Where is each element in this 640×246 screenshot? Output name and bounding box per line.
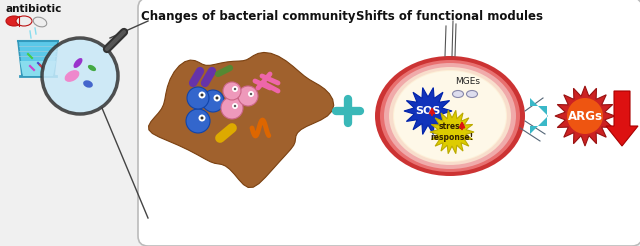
Text: antibiotic: antibiotic (6, 4, 62, 14)
Text: SOS: SOS (415, 106, 441, 116)
Circle shape (250, 93, 252, 95)
Polygon shape (430, 110, 474, 154)
FancyBboxPatch shape (138, 0, 640, 246)
Circle shape (238, 86, 258, 106)
Ellipse shape (394, 71, 506, 161)
Circle shape (200, 117, 204, 120)
Text: ARGs: ARGs (568, 109, 602, 123)
Circle shape (187, 87, 209, 109)
Circle shape (234, 105, 236, 107)
Ellipse shape (74, 58, 83, 68)
Ellipse shape (33, 17, 47, 27)
Polygon shape (530, 98, 548, 134)
Ellipse shape (65, 70, 79, 82)
Ellipse shape (384, 63, 516, 169)
Ellipse shape (6, 16, 22, 26)
Circle shape (202, 90, 224, 112)
Polygon shape (20, 61, 56, 76)
Ellipse shape (393, 70, 507, 162)
Polygon shape (18, 41, 58, 76)
Circle shape (232, 86, 238, 92)
Ellipse shape (16, 16, 32, 26)
Ellipse shape (389, 67, 511, 165)
Ellipse shape (380, 60, 520, 172)
Polygon shape (555, 86, 615, 146)
Ellipse shape (375, 56, 525, 176)
Circle shape (221, 97, 243, 119)
Ellipse shape (452, 91, 463, 97)
Circle shape (198, 92, 205, 98)
Circle shape (214, 94, 221, 102)
Ellipse shape (83, 80, 93, 88)
Circle shape (42, 38, 118, 114)
Circle shape (567, 98, 603, 134)
Text: stress
response!: stress response! (430, 122, 474, 142)
Polygon shape (148, 52, 333, 187)
Circle shape (248, 91, 254, 97)
Ellipse shape (88, 65, 96, 71)
Text: Shifts of functional modules: Shifts of functional modules (356, 10, 543, 23)
Circle shape (186, 109, 210, 133)
Circle shape (223, 82, 241, 100)
Ellipse shape (467, 91, 477, 97)
Circle shape (198, 114, 205, 122)
Circle shape (232, 103, 238, 109)
Polygon shape (606, 91, 638, 146)
Circle shape (234, 88, 236, 90)
Circle shape (216, 96, 218, 99)
Polygon shape (404, 88, 452, 134)
Text: Changes of bacterial community: Changes of bacterial community (141, 10, 355, 23)
Circle shape (200, 93, 204, 96)
Text: MGEs: MGEs (456, 77, 481, 86)
